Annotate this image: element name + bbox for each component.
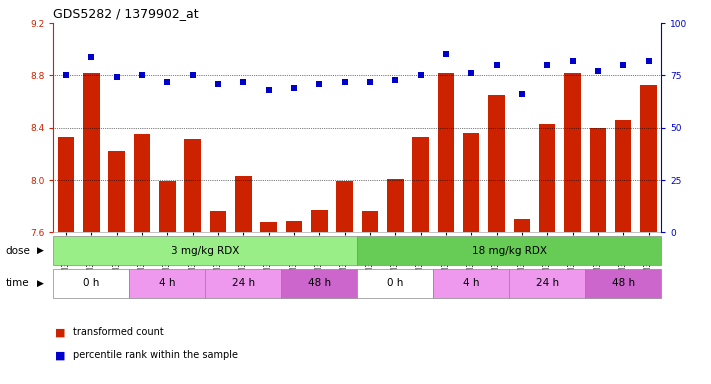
Bar (282, 269, 357, 298)
Text: 0 h: 0 h (387, 278, 403, 288)
Point (567, 58, 578, 64)
Bar (205, 269, 282, 298)
Bar (585, 269, 661, 298)
Text: ▶: ▶ (37, 279, 44, 288)
Point (364, 79, 375, 85)
Bar (129, 269, 205, 298)
Bar (362, 212, 378, 232)
Point (187, 72, 198, 78)
Bar (412, 137, 429, 232)
Text: 4 h: 4 h (159, 278, 176, 288)
Text: ▶: ▶ (37, 246, 44, 255)
Point (263, 87, 274, 93)
Text: 0 h: 0 h (83, 278, 100, 288)
Point (440, 51, 451, 58)
Bar (387, 179, 404, 232)
Text: 4 h: 4 h (463, 278, 479, 288)
Bar (83, 73, 100, 232)
Bar (210, 212, 226, 232)
Text: GDS5282 / 1379902_at: GDS5282 / 1379902_at (53, 7, 199, 20)
Point (516, 91, 528, 97)
Bar (286, 220, 302, 232)
Bar (463, 133, 479, 232)
Bar (509, 269, 585, 298)
Text: 18 mg/kg RDX: 18 mg/kg RDX (472, 245, 547, 256)
Bar (184, 139, 201, 232)
Bar (641, 84, 657, 232)
Point (339, 79, 351, 85)
Bar (513, 219, 530, 232)
Bar (589, 127, 606, 232)
Bar (134, 134, 150, 232)
Bar (357, 269, 433, 298)
Text: 48 h: 48 h (308, 278, 331, 288)
Bar (539, 124, 555, 232)
Bar (159, 181, 176, 232)
Point (643, 58, 654, 64)
Point (111, 74, 122, 81)
Bar (357, 236, 661, 265)
Point (213, 81, 224, 87)
Bar (565, 73, 581, 232)
Point (60, 72, 72, 78)
Point (314, 81, 325, 87)
Bar (336, 181, 353, 232)
Point (237, 79, 249, 85)
Text: 24 h: 24 h (232, 278, 255, 288)
Bar (488, 95, 505, 232)
Bar (438, 73, 454, 232)
Bar (615, 120, 631, 232)
Point (288, 85, 299, 91)
Point (466, 70, 477, 76)
Point (592, 68, 604, 74)
Bar (433, 269, 509, 298)
Text: percentile rank within the sample: percentile rank within the sample (73, 350, 238, 360)
Point (618, 62, 629, 68)
Text: 3 mg/kg RDX: 3 mg/kg RDX (171, 245, 240, 256)
Point (542, 62, 553, 68)
Bar (108, 151, 125, 232)
Text: 24 h: 24 h (535, 278, 559, 288)
Text: time: time (6, 278, 29, 288)
Bar (260, 222, 277, 232)
Bar (311, 210, 328, 232)
Bar (58, 137, 74, 232)
Point (390, 76, 401, 83)
Point (85, 53, 97, 60)
Point (415, 72, 427, 78)
Bar (53, 269, 129, 298)
Point (137, 72, 148, 78)
Text: 48 h: 48 h (611, 278, 635, 288)
Text: transformed count: transformed count (73, 327, 164, 337)
Point (491, 62, 502, 68)
Text: ■: ■ (55, 327, 66, 337)
Bar (53, 236, 357, 265)
Point (161, 79, 173, 85)
Text: dose: dose (6, 246, 31, 256)
Bar (235, 176, 252, 232)
Text: ■: ■ (55, 350, 66, 360)
